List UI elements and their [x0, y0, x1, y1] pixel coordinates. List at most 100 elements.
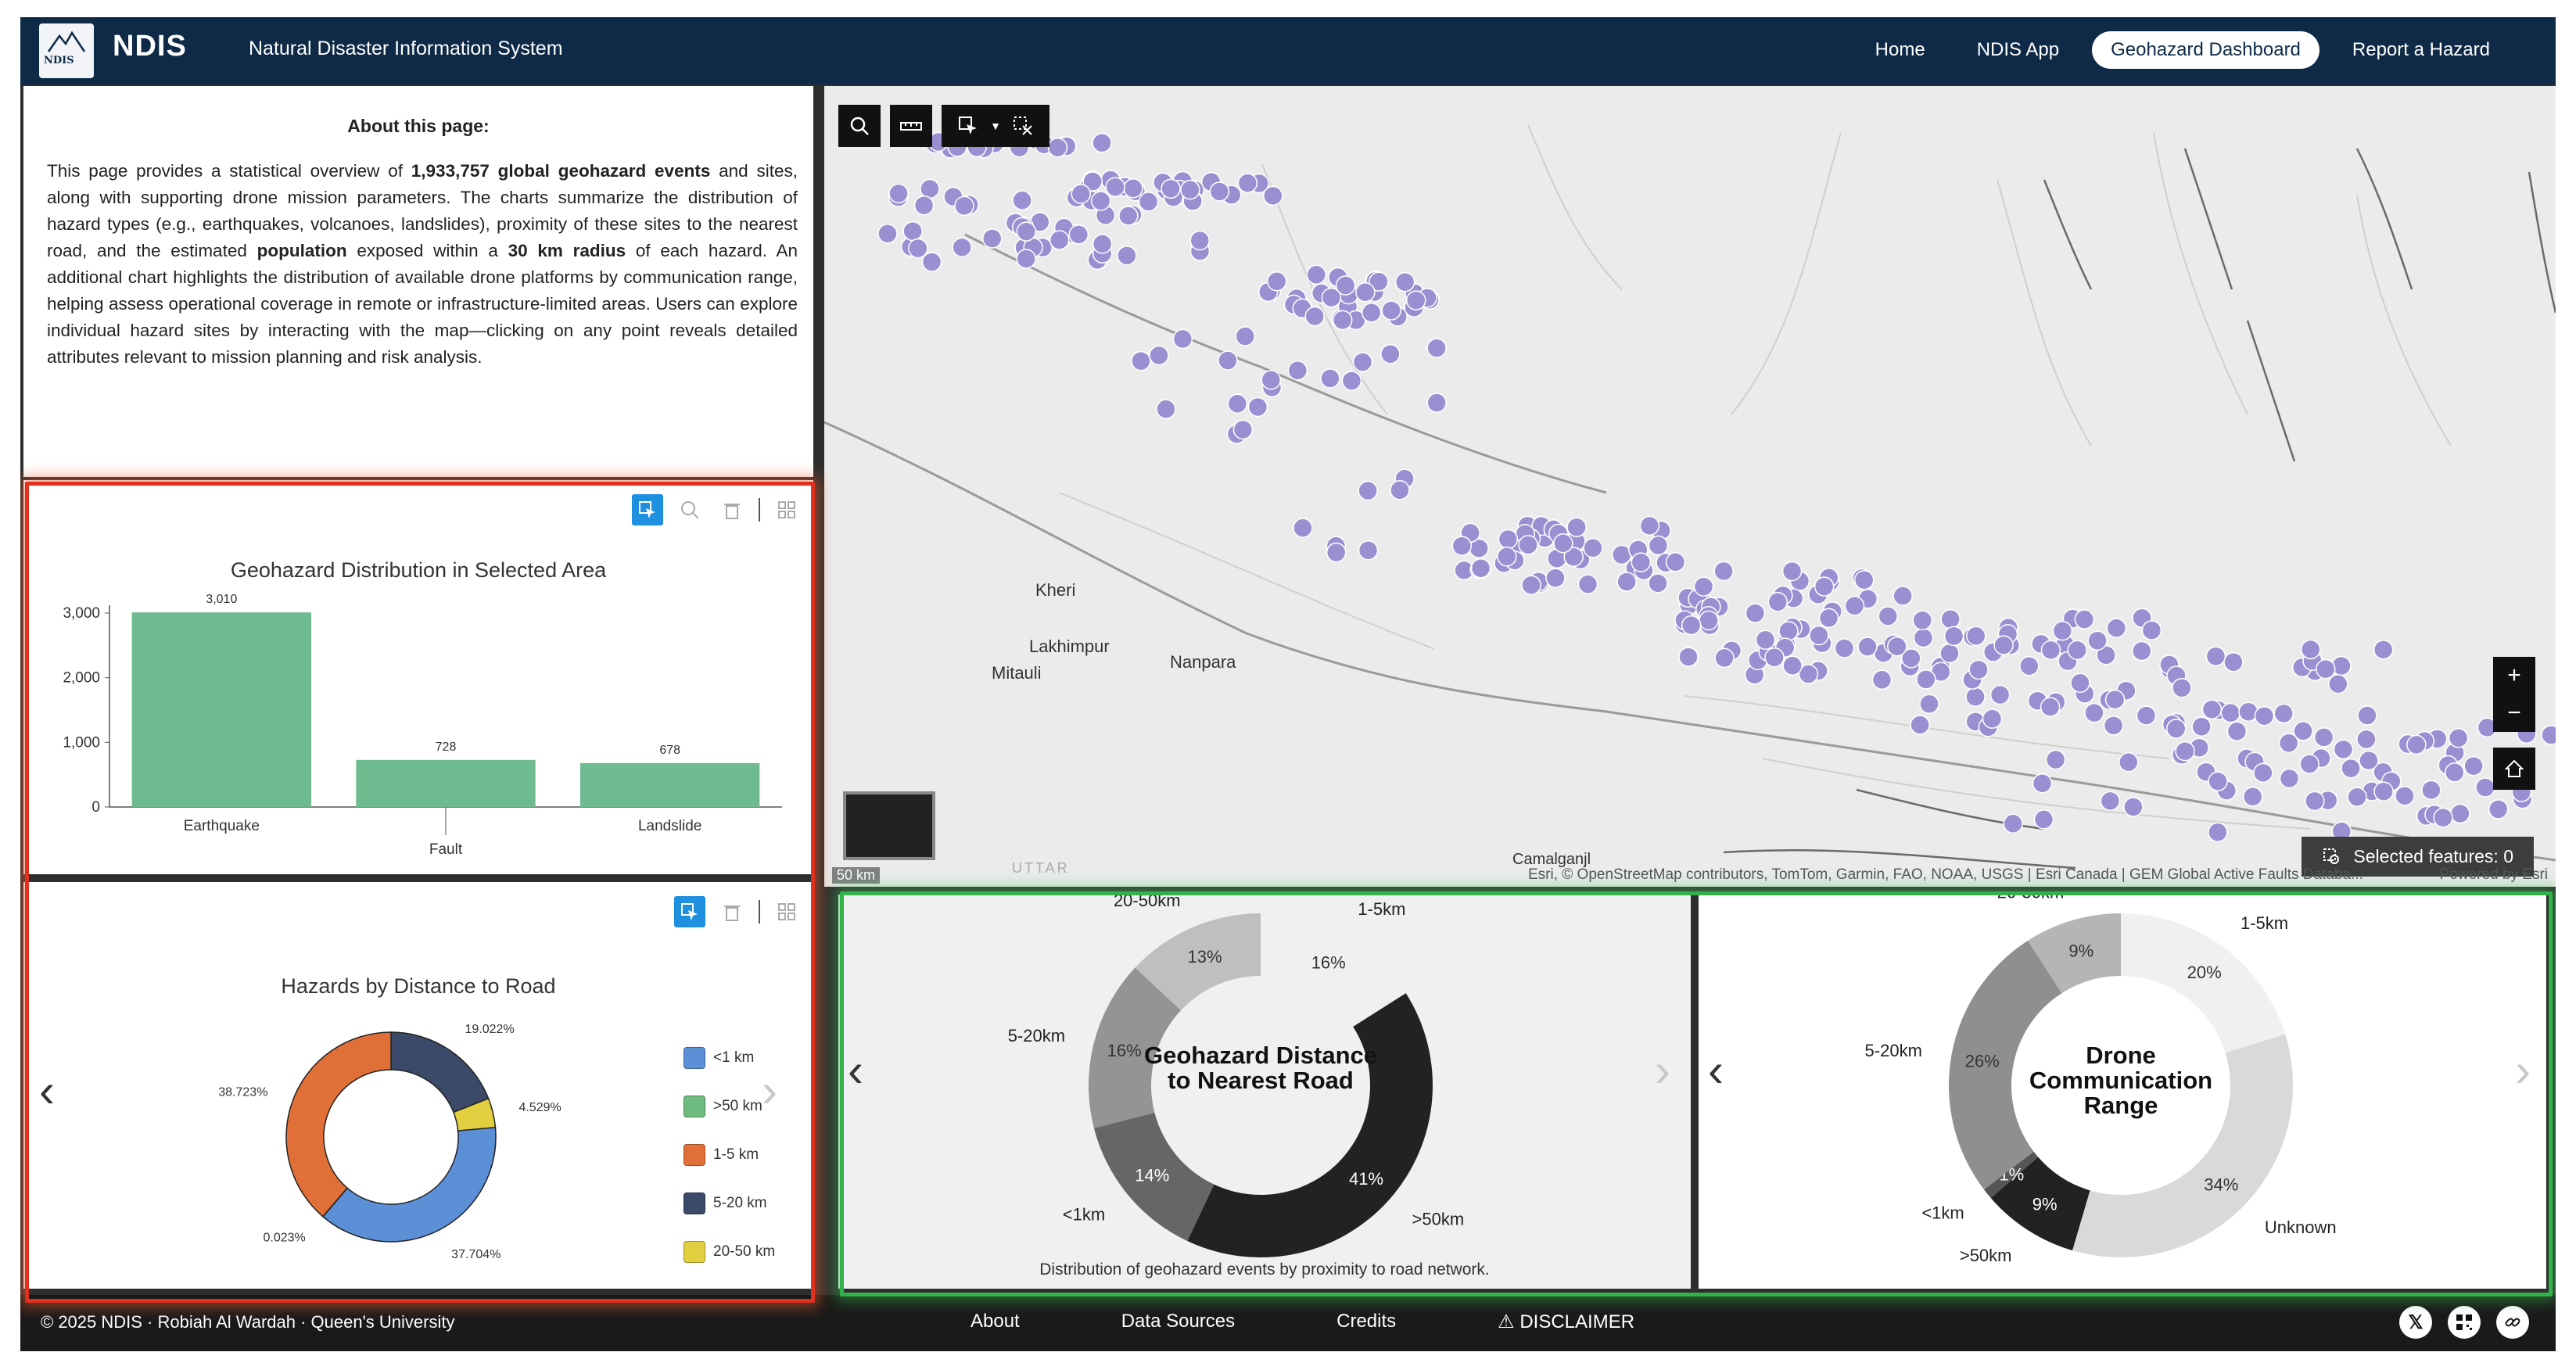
mountain-icon [47, 30, 86, 52]
zoom-selection-button[interactable] [674, 494, 705, 525]
slice-category-label: 1-5km [2241, 913, 2288, 933]
legend-item[interactable]: 5-20 km [683, 1179, 775, 1228]
slice-percent-label: 4.529% [518, 1101, 561, 1114]
brand-title: NDIS [113, 30, 187, 63]
hazard-point [1352, 352, 1373, 372]
hazard-point [1814, 576, 1835, 597]
hazard-point [1247, 396, 1268, 418]
hazard-point [2242, 787, 2263, 807]
map-select-tools[interactable]: ▼ [942, 105, 1049, 147]
hazard-point [2208, 771, 2228, 791]
x-tick-label: Earthquake [184, 818, 260, 834]
home-button[interactable] [2493, 748, 2535, 790]
zoom-out-button[interactable]: − [2507, 700, 2521, 726]
map-measure-button[interactable] [890, 105, 932, 147]
legend-item[interactable]: 1-5 km [683, 1131, 775, 1179]
map-attribution[interactable]: Esri, © OpenStreetMap contributors, TomT… [1528, 866, 2363, 883]
hazard-point [2033, 809, 2054, 830]
hazard-point [913, 195, 935, 216]
donut-slice [321, 1126, 497, 1243]
legend-label: 5-20 km [713, 1195, 767, 1211]
border-line [1058, 492, 1435, 650]
prev-chart-arrow[interactable]: ‹ [1708, 1044, 1724, 1096]
next-chart-arrow[interactable]: › [762, 1064, 777, 1117]
hazard-point [1545, 568, 1566, 588]
legend-item[interactable]: <1 km [683, 1034, 775, 1082]
y-tick-label: 2,000 [63, 670, 100, 687]
hazard-point [1390, 479, 1410, 500]
slice-percent-label: 34% [2204, 1175, 2238, 1194]
select-tool-button[interactable] [632, 494, 663, 525]
y-tick-label: 0 [91, 799, 100, 816]
next-chart-arrow[interactable]: › [1655, 1044, 1670, 1096]
footer-link-credits[interactable]: Credits [1336, 1311, 1397, 1332]
hazard-point [1092, 132, 1112, 153]
legend-item[interactable]: >50 km [683, 1082, 775, 1131]
zoom-in-button[interactable]: + [2507, 662, 2521, 688]
hazard-point [1090, 191, 1111, 211]
slice-percent-label: 41% [1349, 1169, 1383, 1189]
select-icon [639, 501, 655, 518]
hazard-point [1426, 393, 1447, 413]
selected-features-badge[interactable]: Selected features: 0 [2302, 837, 2534, 877]
hazard-point [2475, 777, 2495, 798]
hazard-point [1232, 419, 1254, 440]
hazard-point [2019, 655, 2040, 676]
hazard-point [1131, 350, 1151, 371]
link-icon[interactable] [2496, 1306, 2529, 1339]
slice-percent-label: 38.723% [218, 1086, 267, 1099]
nav-geohazard-dashboard[interactable]: Geohazard Dashboard [2092, 31, 2319, 69]
hazard-map[interactable]: ▼ Kheri Lakhimpur Mitauli Nanpara UTTAR … [824, 86, 2556, 887]
nav-report-hazard[interactable]: Report a Hazard [2352, 39, 2490, 60]
ndis-logo[interactable]: NDIS [39, 23, 94, 78]
prev-chart-arrow[interactable]: ‹ [39, 1064, 55, 1117]
map-search-button[interactable] [838, 105, 881, 147]
hazard-point [877, 224, 898, 244]
hazard-point [2172, 677, 2192, 698]
x-tick-label: Fault [429, 841, 463, 858]
hazard-point [1332, 310, 1353, 331]
prev-chart-arrow[interactable]: ‹ [848, 1044, 863, 1096]
hazard-point [2253, 762, 2273, 784]
hazard-point [1149, 345, 1169, 366]
powered-by-esri[interactable]: Powered by Esri [2439, 866, 2548, 883]
legend-item[interactable]: 20-50 km [683, 1228, 775, 1276]
clear-selection-button[interactable] [716, 896, 748, 927]
footer-link-about[interactable]: About [970, 1311, 1020, 1332]
about-text: This page provides a statistical overvie… [47, 158, 798, 371]
hazard-point [1306, 264, 1327, 285]
drone-range-center-title: Drone Communication Range [2029, 1042, 2213, 1119]
footer-link-data-sources[interactable]: Data Sources [1121, 1311, 1236, 1332]
hazard-point [1781, 561, 1803, 582]
footer-link-disclaimer[interactable]: ⚠ DISCLAIMER [1498, 1311, 1634, 1333]
x-twitter-icon[interactable]: 𝕏 [2399, 1306, 2432, 1339]
hazard-point [1180, 179, 1200, 200]
hazard-point [1518, 535, 1538, 555]
slice-percent-label: 14% [1135, 1166, 1169, 1185]
drone-range-donut-panel: 20% 1-5km 34% Unknown 9% >50km 1% <1km 26% 5-20km… [1699, 895, 2546, 1289]
map-canvas[interactable] [824, 86, 2556, 887]
hazard-point [1901, 648, 1921, 669]
clear-selection-button[interactable] [716, 494, 748, 525]
more-options-button[interactable] [771, 896, 802, 927]
qr-code-icon[interactable] [2448, 1306, 2481, 1339]
bar-value-label: 3,010 [206, 593, 237, 606]
grid-icon [778, 903, 795, 920]
slice-category-label: 20-50km [1997, 895, 2065, 902]
donut-chart-title: Hazards by Distance to Road [281, 974, 556, 998]
about-heading: About this page: [347, 116, 490, 136]
overview-minimap[interactable] [843, 791, 935, 860]
next-chart-arrow[interactable]: › [2515, 1044, 2531, 1096]
hazard-point [1563, 547, 1584, 567]
nav-ndis-app[interactable]: NDIS App [1976, 39, 2060, 60]
hazard-point [1809, 625, 1829, 646]
nav-home[interactable]: Home [1875, 39, 1925, 60]
more-options-button[interactable] [771, 494, 802, 525]
select-tool-button[interactable] [674, 896, 705, 927]
hazard-point [1105, 177, 1125, 197]
logo-text: NDIS [44, 55, 74, 66]
hazard-point [2136, 705, 2157, 726]
hazard-point [2045, 749, 2066, 770]
hazard-point [1853, 569, 1875, 590]
hazard-point [1189, 230, 1211, 251]
